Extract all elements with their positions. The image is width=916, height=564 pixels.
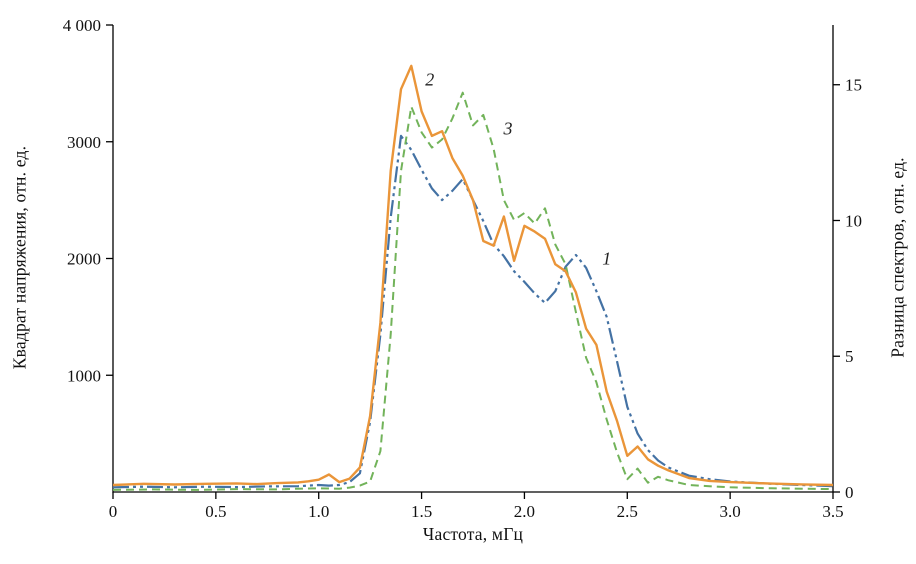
x-tick-label: 3.5 xyxy=(822,502,843,521)
y-right-tick-label: 5 xyxy=(845,347,854,366)
x-tick-label: 1.0 xyxy=(308,502,329,521)
x-tick-label: 2.5 xyxy=(617,502,638,521)
right-axis-title: Разница спектров, отн. ед. xyxy=(887,157,908,358)
series-2-line xyxy=(112,64,834,487)
x-tick-label: 0.5 xyxy=(205,502,226,521)
series-1-line xyxy=(112,134,834,489)
x-tick-label: 0 xyxy=(109,502,118,521)
y-left-tick-label: 1000 xyxy=(67,366,101,385)
x-tick-label: 2.0 xyxy=(514,502,535,521)
y-right-tick-label: 10 xyxy=(845,211,862,230)
x-axis-title: Частота, мГц xyxy=(422,524,524,544)
y-right-tick-label: 15 xyxy=(845,76,862,95)
x-tick-label: 1.5 xyxy=(411,502,432,521)
y-right-tick-label: 0 xyxy=(845,483,854,502)
y-left-tick-label: 3000 xyxy=(67,133,101,152)
y-left-tick-label: 2000 xyxy=(67,250,101,269)
left-axis-title: Квадрат напряжения, отн. ед. xyxy=(9,145,30,370)
x-tick-label: 3.0 xyxy=(720,502,741,521)
axis-frame xyxy=(112,25,834,493)
curve-label-1: 1 xyxy=(602,248,611,268)
y-left-tick-label: 4 000 xyxy=(63,16,101,35)
curve-label-2: 2 xyxy=(425,70,434,90)
curve-label-3: 3 xyxy=(502,119,512,139)
series-3-line xyxy=(112,91,834,491)
